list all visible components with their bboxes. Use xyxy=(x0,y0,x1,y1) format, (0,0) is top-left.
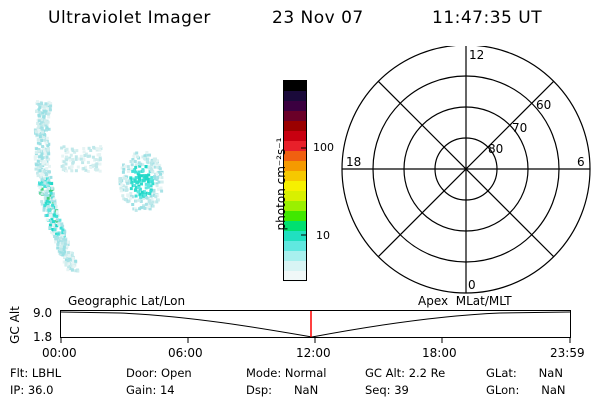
colorbar-cell xyxy=(284,141,306,152)
colorbar-cell xyxy=(284,221,306,232)
colorbar-cell xyxy=(284,201,306,212)
auroral-image xyxy=(33,100,164,273)
altitude-max-label: 9.0 xyxy=(33,306,53,320)
colorbar-cell xyxy=(284,81,306,92)
mlt-label-18: 18 xyxy=(346,155,361,169)
colorbar-tick-10: 10 xyxy=(316,229,330,242)
colorbar-cell xyxy=(284,271,306,282)
filter-readout: Flt: LBHL xyxy=(10,366,62,380)
colorbar-cell xyxy=(284,251,306,262)
geo-longitude-readout: GLon: NaN xyxy=(486,383,566,397)
polar-mlt-grid: 12 18 6 0 60 70 80 xyxy=(341,46,591,294)
time-tick-1800: 18:00 xyxy=(422,346,457,360)
colorbar-cell xyxy=(284,151,306,162)
altitude-min-label: 1.8 xyxy=(33,330,53,344)
colorbar-cell xyxy=(284,111,306,122)
time-tick-0000: 00:00 xyxy=(42,346,77,360)
geo-latitude-readout: GLat: NaN xyxy=(486,366,563,380)
colorbar-cell xyxy=(284,161,306,172)
colorbar-cell xyxy=(284,241,306,252)
color-scale-bar xyxy=(283,80,307,282)
colorbar-unit-label: photon cm⁻²s⁻¹ xyxy=(274,137,288,231)
colorbar-cell xyxy=(284,181,306,192)
gc-altitude-readout: GC Alt: 2.2 Re xyxy=(365,366,446,380)
colorbar-cell xyxy=(284,131,306,142)
geographic-label: Geographic Lat/Lon xyxy=(68,294,186,308)
mlt-label-0: 0 xyxy=(468,278,476,292)
time-tick-2359: 23:59 xyxy=(550,346,585,360)
mlt-label-12: 12 xyxy=(469,48,484,62)
observation-time: 11:47:35 UT xyxy=(432,8,543,28)
colorbar-cell xyxy=(284,101,306,112)
mlt-label-6: 6 xyxy=(577,155,585,169)
colorbar-cell xyxy=(284,231,306,242)
altitude-axis-label: GC Alt xyxy=(8,306,22,344)
instrument-title: Ultraviolet Imager xyxy=(48,8,211,28)
colorbar-tick-100: 100 xyxy=(313,141,334,154)
dsp-readout: Dsp: NaN xyxy=(246,383,319,397)
colorbar-cell xyxy=(284,121,306,132)
gain-readout: Gain: 14 xyxy=(126,383,175,397)
colorbar-cell xyxy=(284,91,306,102)
lat-label-70: 70 xyxy=(512,121,527,135)
lat-label-60: 60 xyxy=(536,98,551,112)
time-tick-1200: 12:00 xyxy=(296,346,331,360)
altitude-timeline xyxy=(60,310,571,343)
ip-readout: IP: 36.0 xyxy=(10,383,54,397)
apex-label: Apex MLat/MLT xyxy=(418,294,512,308)
colorbar-cell xyxy=(284,261,306,272)
colorbar-cell xyxy=(284,191,306,202)
time-tick-0600: 06:00 xyxy=(168,346,203,360)
observation-date: 23 Nov 07 xyxy=(272,8,364,28)
mode-readout: Mode: Normal xyxy=(246,366,327,380)
sequence-readout: Seq: 39 xyxy=(365,383,409,397)
colorbar-cell xyxy=(284,171,306,182)
lat-label-80: 80 xyxy=(488,142,503,156)
colorbar-cell xyxy=(284,211,306,222)
door-readout: Door: Open xyxy=(126,366,192,380)
